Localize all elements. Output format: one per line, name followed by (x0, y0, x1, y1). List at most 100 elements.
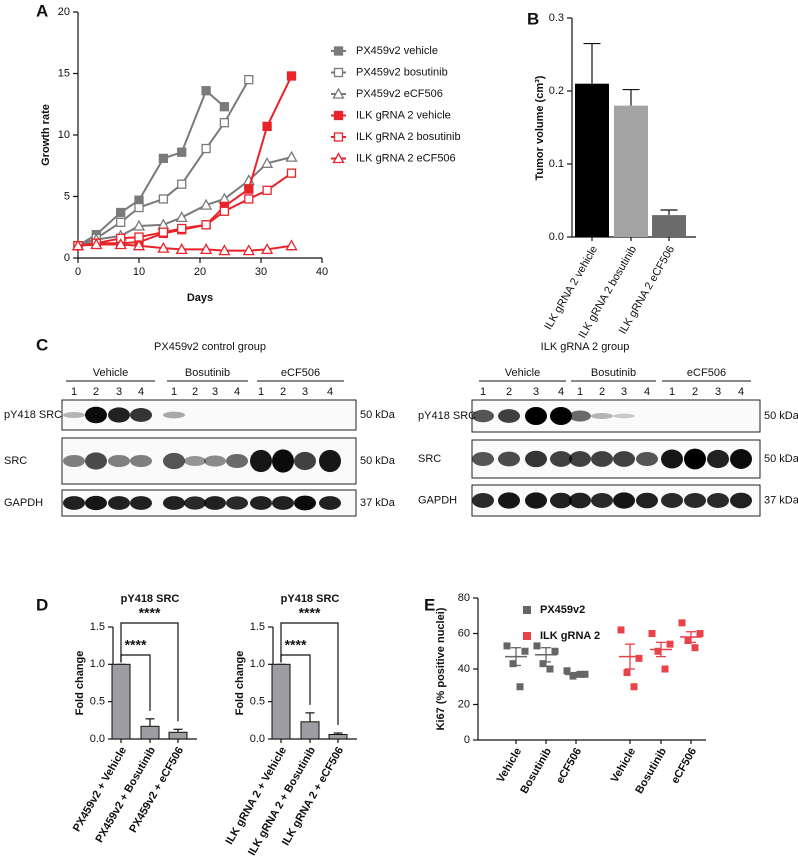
marker (116, 217, 126, 227)
lane-number: 3 (116, 386, 122, 398)
data-point (696, 630, 704, 637)
lane-number: 1 (577, 386, 583, 398)
lane-number: 1 (480, 386, 486, 398)
y-axis-label: Tumor volume (cm³) (534, 75, 546, 180)
lane-number: 3 (621, 386, 627, 398)
marker (285, 150, 298, 162)
marker (260, 243, 274, 255)
marker (244, 184, 254, 194)
x-tick-label: 30 (255, 266, 267, 278)
marker (90, 238, 103, 250)
data-point (503, 642, 511, 650)
legend-label: PX459v2 vehicle (356, 45, 438, 57)
marker (201, 220, 211, 230)
x-tick-label: 10 (133, 266, 145, 278)
band (272, 449, 294, 473)
band (661, 493, 683, 508)
lane-number: 1 (71, 386, 77, 398)
x-axis-label: Days (187, 292, 213, 304)
marker (262, 121, 272, 132)
legend-label: PX459v2 bosutinib (356, 66, 448, 78)
lane-number: 3 (212, 386, 218, 398)
significance-label: **** (139, 605, 161, 621)
band (204, 455, 226, 467)
size-label: 50 kDa (360, 409, 396, 421)
band (498, 451, 520, 467)
band (130, 496, 152, 510)
band (684, 493, 706, 508)
marker (158, 227, 169, 237)
y-tick-label: 0.5 (90, 696, 105, 708)
band (661, 449, 683, 469)
lane-number: 2 (692, 386, 698, 398)
band (250, 449, 272, 473)
legend-marker (333, 67, 344, 78)
band (613, 413, 635, 419)
band (85, 495, 107, 511)
marker (201, 86, 211, 96)
band (684, 448, 706, 470)
band (63, 496, 85, 510)
data-point (654, 647, 662, 655)
size-label: 50 kDa (764, 453, 798, 465)
marker (175, 211, 188, 223)
band (85, 452, 107, 470)
data-point (623, 669, 631, 677)
lane-number: 1 (171, 386, 177, 398)
band (319, 449, 341, 473)
data-point (630, 683, 638, 691)
band (569, 410, 591, 422)
y-tick-label: 20 (458, 698, 470, 710)
lane-number: 4 (644, 386, 650, 398)
y-tick-label: 1.5 (250, 621, 265, 633)
y-tick-label: 0.3 (549, 12, 564, 24)
legend-label: PX459v2 (540, 604, 585, 616)
y-axis-label: Growth rate (40, 104, 52, 166)
band (204, 496, 226, 510)
band (591, 493, 613, 508)
bar (328, 734, 348, 740)
band (319, 496, 341, 510)
band (498, 409, 520, 423)
data-point (661, 665, 669, 673)
significance-bracket (120, 622, 179, 722)
band (63, 412, 85, 418)
band (472, 493, 494, 508)
band (184, 496, 206, 510)
data-point (617, 626, 625, 634)
legend-marker (333, 46, 344, 56)
panel-letter: E (424, 595, 435, 614)
marker (244, 194, 254, 204)
data-point (546, 665, 554, 673)
data-point (678, 619, 686, 627)
lane-number: 1 (669, 386, 675, 398)
band (730, 449, 752, 469)
size-label: 50 kDa (764, 410, 798, 422)
marker (158, 153, 169, 164)
marker (177, 147, 187, 157)
band (525, 492, 547, 509)
marker (157, 241, 170, 253)
band (163, 452, 185, 470)
legend-label: PX459v2 eCF506 (356, 88, 443, 100)
marker (244, 75, 254, 85)
band (730, 492, 752, 509)
blot-title: PX459v2 control group (154, 341, 266, 353)
band (550, 451, 572, 467)
data-point (509, 660, 517, 668)
bar (300, 721, 320, 740)
row-label: GAPDH (418, 494, 457, 506)
x-tick-label: 20 (194, 266, 206, 278)
size-label: 50 kDa (360, 455, 396, 467)
y-tick-label: 0.5 (250, 696, 265, 708)
lane-number: 2 (280, 386, 286, 398)
band (226, 496, 248, 510)
band (636, 492, 658, 509)
panel-letter: C (36, 335, 48, 354)
y-tick-label: 0 (64, 252, 70, 264)
lane-number: 4 (138, 386, 144, 398)
bar (168, 731, 188, 740)
x-tick-label: 40 (316, 266, 328, 278)
lane-number: 4 (738, 386, 744, 398)
marker (132, 219, 146, 231)
